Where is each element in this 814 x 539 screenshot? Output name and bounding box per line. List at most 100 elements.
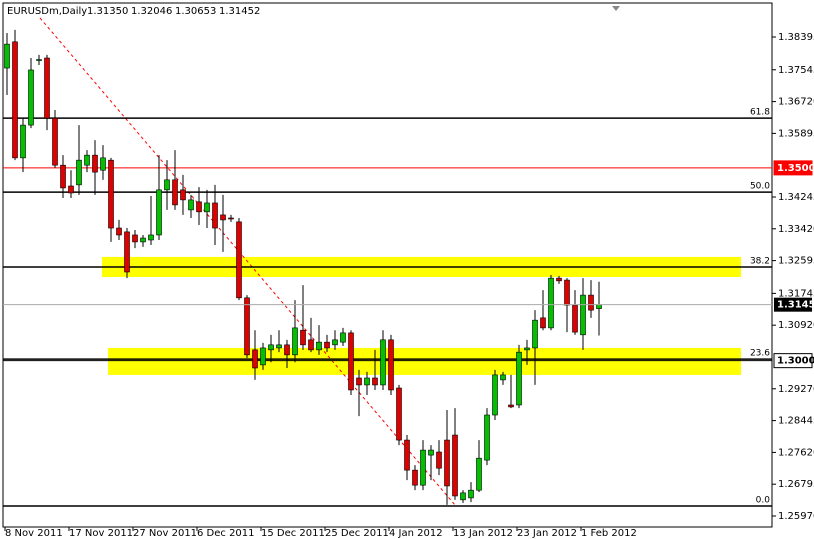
- candle-body: [236, 221, 242, 299]
- candle-body: [44, 57, 50, 119]
- candle-body: [132, 234, 138, 243]
- fib-label: 38.2: [750, 256, 770, 266]
- header-low: 1.30653: [175, 6, 216, 17]
- candle-body: [436, 451, 442, 469]
- candle-body: [228, 217, 234, 220]
- candle-body: [276, 344, 282, 349]
- candle-body: [500, 374, 506, 381]
- x-tick-label: 13 Jan 2012: [453, 528, 513, 539]
- candle-body: [180, 189, 186, 201]
- candle-body: [484, 414, 490, 461]
- header-close: 1.31452: [219, 6, 260, 17]
- candle-body: [300, 329, 306, 346]
- candle-body: [468, 489, 474, 499]
- y-tick-label: 1.33420: [778, 224, 814, 235]
- y-tick-label: 1.35895: [778, 128, 814, 139]
- candle-body: [116, 227, 122, 236]
- candle-body: [396, 387, 402, 441]
- x-tick-label: 17 Nov 2011: [69, 528, 133, 539]
- bid-label: 1.31452: [777, 300, 814, 311]
- candle-body: [564, 279, 570, 306]
- y-tick-label: 1.36720: [778, 97, 814, 108]
- candle-body: [316, 341, 322, 351]
- candle-body: [492, 374, 498, 416]
- y-tick-label: 1.29270: [778, 384, 814, 395]
- candle-body: [348, 332, 354, 391]
- candle-body: [188, 199, 194, 211]
- candle-body: [268, 344, 274, 351]
- price-label: 1.30000: [777, 356, 814, 367]
- y-tick-label: 1.34245: [778, 192, 814, 203]
- x-tick-label: 27 Nov 2011: [133, 528, 197, 539]
- candle-body: [404, 439, 410, 471]
- x-tick-label: 25 Dec 2011: [325, 528, 389, 539]
- candle-body: [524, 347, 530, 351]
- fib-label: 50.0: [750, 182, 770, 192]
- candle-body: [28, 69, 34, 126]
- price-label: 1.35000: [777, 163, 814, 174]
- trend-line: [39, 17, 456, 506]
- candle-body: [220, 214, 226, 221]
- candle-body: [380, 339, 386, 386]
- candle-body: [68, 185, 74, 194]
- candle-body: [4, 43, 10, 69]
- y-tick-label: 1.26795: [778, 479, 814, 490]
- candle-body: [244, 297, 250, 356]
- candle-body: [444, 439, 450, 487]
- candle-body: [292, 327, 298, 356]
- candle-body: [420, 449, 426, 486]
- candle-body: [364, 377, 370, 386]
- y-tick-label: 1.37545: [778, 65, 814, 76]
- candle-body: [596, 304, 602, 309]
- candle-body: [12, 41, 18, 159]
- candle-body: [124, 231, 130, 273]
- x-tick-label: 4 Jan 2012: [389, 528, 443, 539]
- candle-body: [36, 59, 42, 61]
- y-tick-label: 1.28445: [778, 416, 814, 427]
- y-tick-label: 1.30920: [778, 320, 814, 331]
- x-tick-label: 8 Nov 2011: [5, 528, 63, 539]
- candle-body: [60, 164, 66, 189]
- y-tick-label: 1.38395: [778, 32, 814, 43]
- candle-body: [452, 434, 458, 497]
- candle-body: [548, 277, 554, 329]
- shift-marker: [612, 6, 620, 11]
- candle-body: [388, 339, 394, 391]
- candle-body: [76, 159, 82, 186]
- candle-body: [532, 319, 538, 349]
- candle-body: [460, 492, 466, 501]
- candle-body: [212, 202, 218, 229]
- bid-label-box: [774, 297, 812, 312]
- zone: [108, 347, 741, 375]
- candle-body: [428, 449, 434, 456]
- candle-body: [20, 124, 26, 159]
- candle-body: [572, 304, 578, 333]
- candle-body: [308, 339, 314, 351]
- x-tick-label: 1 Feb 2012: [581, 528, 637, 539]
- candle-body: [172, 179, 178, 206]
- header-open: 1.31350: [87, 6, 128, 17]
- candle-body: [100, 157, 106, 171]
- candle-body: [580, 294, 586, 336]
- candle-body: [148, 234, 154, 241]
- candle-body: [140, 237, 146, 243]
- header-high: 1.32046: [131, 6, 172, 17]
- candle-body: [164, 179, 170, 191]
- candle-body: [260, 347, 266, 366]
- candle-body: [356, 377, 362, 386]
- x-tick-label: 6 Dec 2011: [197, 528, 255, 539]
- x-tick-label: 23 Jan 2012: [517, 528, 577, 539]
- y-tick-label: 1.31745: [778, 288, 814, 299]
- fib-label: 0.0: [756, 495, 771, 505]
- candle-body: [508, 404, 514, 408]
- candle-body: [156, 189, 162, 236]
- fib-label: 23.6: [750, 349, 770, 359]
- candle-body: [516, 351, 522, 406]
- x-tick-label: 15 Dec 2011: [261, 528, 325, 539]
- candle-body: [204, 202, 210, 213]
- candle-body: [252, 349, 258, 369]
- fib-label: 61.8: [750, 108, 770, 118]
- price-label-box: [773, 160, 813, 176]
